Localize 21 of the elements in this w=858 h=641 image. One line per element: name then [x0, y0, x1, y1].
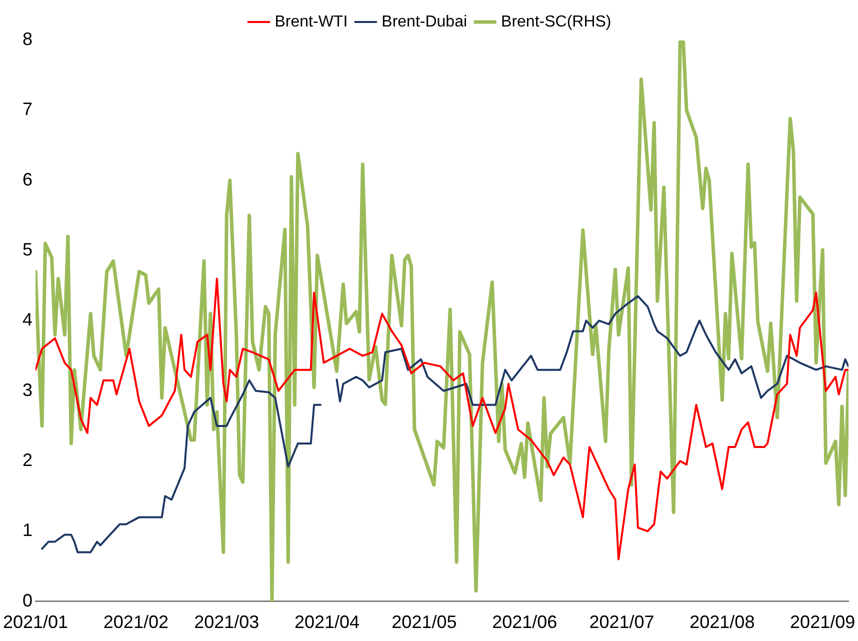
x-tick-label: 2021/07: [589, 612, 654, 632]
y-tick-label: 8: [22, 28, 33, 49]
y-tick-label: 6: [22, 169, 33, 190]
x-tick-label: 2021/06: [492, 612, 558, 632]
x-tick-label: 2021/05: [392, 612, 457, 632]
y-tick-label: 2: [22, 450, 33, 470]
y-tick-label: 0: [22, 590, 33, 610]
y-tick-label: 4: [22, 310, 33, 330]
x-tick-label: 2021/03: [194, 612, 260, 632]
x-tick-label: 2021/02: [103, 612, 168, 632]
y-tick-label: 7: [22, 99, 33, 120]
legend-label: Brent-Dubai: [382, 13, 468, 30]
y-tick-label: 5: [22, 239, 33, 260]
y-tick-label: 1: [22, 520, 33, 540]
x-tick-label: 2021/04: [294, 612, 360, 632]
x-tick-label: 2021/01: [2, 612, 68, 632]
y-tick-label: 3: [22, 380, 33, 400]
legend-label: Brent-SC(RHS): [501, 13, 612, 30]
x-tick-label: 2021/09: [790, 612, 856, 632]
x-tick-label: 2021/08: [690, 612, 755, 632]
legend-label: Brent-WTI: [274, 13, 348, 30]
